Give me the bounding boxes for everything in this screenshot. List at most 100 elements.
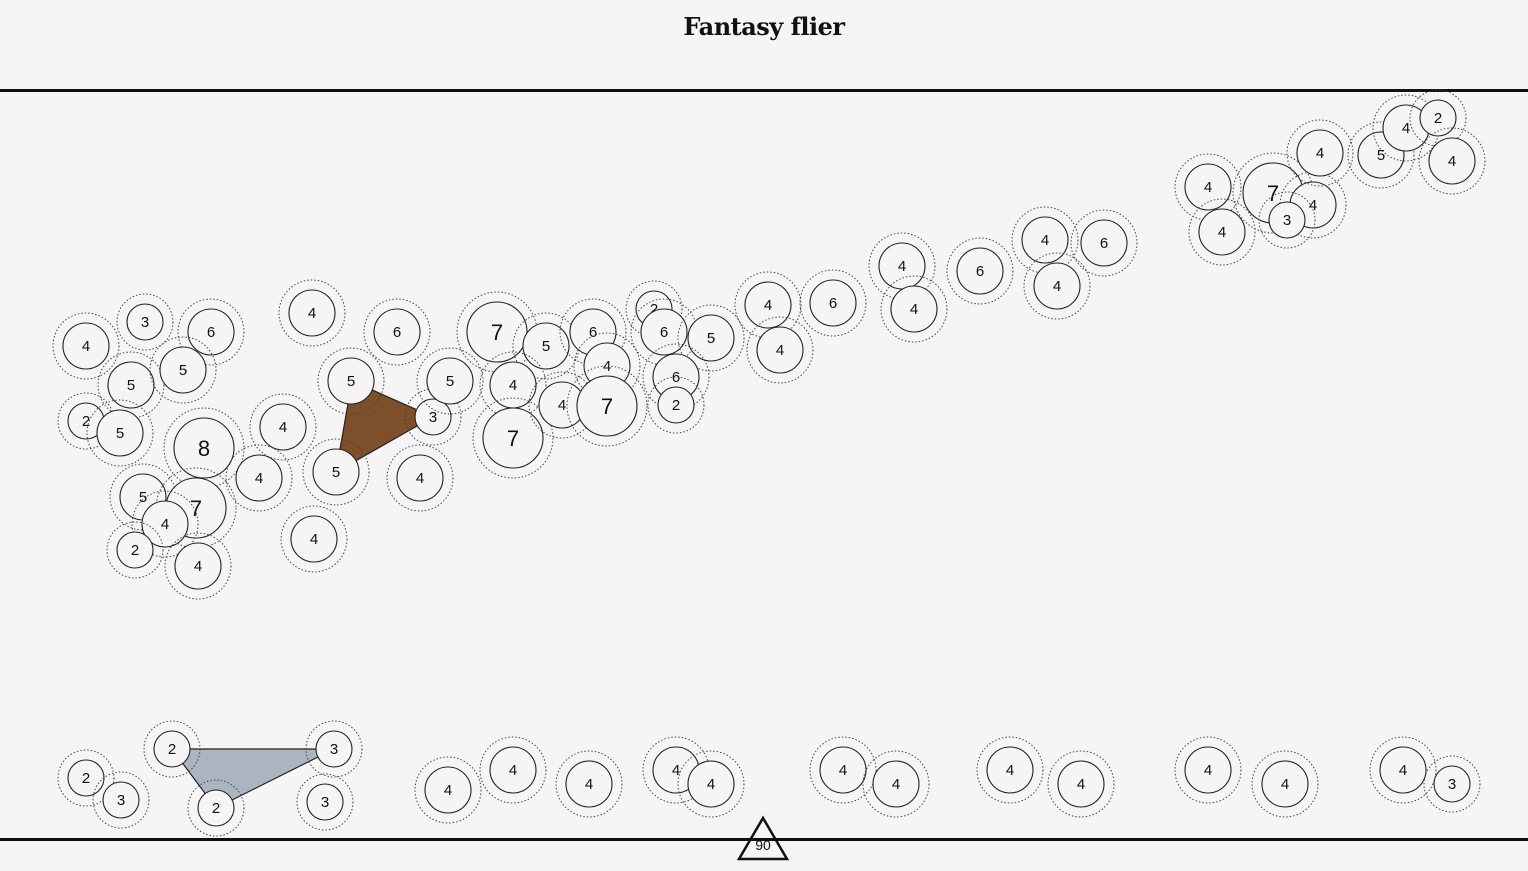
node-circle[interactable]: [1184, 163, 1232, 211]
node-9[interactable]: 4: [225, 444, 293, 512]
node-circle[interactable]: [396, 454, 444, 502]
node-44[interactable]: 4: [1023, 252, 1091, 320]
node-43[interactable]: 6: [1070, 209, 1138, 277]
node-circle[interactable]: [290, 515, 338, 563]
node-circle[interactable]: [1296, 129, 1344, 177]
node-60[interactable]: 3: [296, 773, 354, 831]
node-circle[interactable]: [872, 760, 920, 808]
node-70[interactable]: 4: [1174, 736, 1242, 804]
node-21[interactable]: 4: [280, 505, 348, 573]
node-26[interactable]: 7: [472, 397, 554, 479]
node-6[interactable]: 5: [86, 399, 154, 467]
node-19[interactable]: 5: [302, 438, 370, 506]
node-circle[interactable]: [1080, 219, 1128, 267]
node-circle[interactable]: [482, 407, 544, 469]
node-41[interactable]: 6: [946, 237, 1014, 305]
node-circle[interactable]: [173, 417, 235, 479]
node-56[interactable]: 3: [92, 771, 150, 829]
node-42[interactable]: 4: [1011, 206, 1079, 274]
node-38[interactable]: 6: [799, 269, 867, 337]
node-33[interactable]: 5: [677, 304, 745, 372]
node-8[interactable]: 4: [249, 393, 317, 461]
node-circle[interactable]: [426, 357, 474, 405]
node-circle[interactable]: [576, 375, 638, 437]
node-2[interactable]: 6: [177, 298, 245, 366]
node-circle[interactable]: [102, 781, 140, 819]
node-circle[interactable]: [414, 398, 452, 436]
node-39[interactable]: 4: [868, 232, 936, 300]
node-20[interactable]: 4: [386, 444, 454, 512]
node-36[interactable]: 4: [734, 271, 802, 339]
node-46[interactable]: 4: [1188, 198, 1256, 266]
node-circle[interactable]: [1379, 746, 1427, 794]
node-17[interactable]: 5: [317, 347, 385, 415]
node-circle[interactable]: [1021, 216, 1069, 264]
node-circle[interactable]: [687, 314, 735, 362]
node-circle[interactable]: [159, 346, 207, 394]
node-14[interactable]: 4: [164, 532, 232, 600]
node-30[interactable]: 7: [566, 365, 648, 447]
node-circle[interactable]: [1057, 760, 1105, 808]
node-69[interactable]: 4: [1047, 750, 1115, 818]
node-28[interactable]: 4: [573, 332, 641, 400]
node-circle[interactable]: [197, 789, 235, 827]
node-circle[interactable]: [687, 760, 735, 808]
node-circle[interactable]: [1428, 137, 1476, 185]
node-circle[interactable]: [424, 766, 472, 814]
node-circle[interactable]: [756, 326, 804, 374]
node-71[interactable]: 4: [1251, 750, 1319, 818]
node-circle[interactable]: [890, 285, 938, 333]
node-22[interactable]: 5: [416, 347, 484, 415]
node-circle[interactable]: [956, 247, 1004, 295]
node-23[interactable]: 7: [456, 291, 538, 373]
node-circle[interactable]: [153, 730, 191, 768]
node-62[interactable]: 4: [479, 736, 547, 804]
node-45[interactable]: 4: [1174, 153, 1242, 221]
node-circle[interactable]: [235, 454, 283, 502]
node-49[interactable]: 3: [1258, 191, 1316, 249]
node-16[interactable]: 6: [363, 298, 431, 366]
node-circle[interactable]: [489, 746, 537, 794]
node-circle[interactable]: [1033, 262, 1081, 310]
node-63[interactable]: 4: [555, 750, 623, 818]
node-circle[interactable]: [1184, 746, 1232, 794]
node-circle[interactable]: [259, 403, 307, 451]
node-72[interactable]: 4: [1369, 736, 1437, 804]
node-4[interactable]: 5: [149, 336, 217, 404]
node-circle[interactable]: [187, 308, 235, 356]
node-58[interactable]: 2: [187, 779, 245, 837]
node-35[interactable]: 2: [647, 376, 705, 434]
node-37[interactable]: 4: [746, 316, 814, 384]
node-68[interactable]: 4: [976, 736, 1044, 804]
node-circle[interactable]: [657, 386, 695, 424]
node-circle[interactable]: [174, 542, 222, 590]
node-circle[interactable]: [126, 303, 164, 341]
node-1[interactable]: 3: [116, 293, 174, 351]
node-50[interactable]: 4: [1286, 119, 1354, 187]
node-0[interactable]: 4: [52, 312, 120, 380]
node-54[interactable]: 4: [1418, 127, 1486, 195]
node-circle[interactable]: [96, 409, 144, 457]
node-53[interactable]: 2: [1409, 89, 1467, 147]
node-circle[interactable]: [640, 308, 688, 356]
node-circle[interactable]: [819, 746, 867, 794]
node-circle[interactable]: [565, 760, 613, 808]
node-circle[interactable]: [1261, 760, 1309, 808]
node-59[interactable]: 3: [305, 720, 363, 778]
node-34[interactable]: 6: [642, 343, 710, 411]
node-circle[interactable]: [141, 500, 189, 548]
node-66[interactable]: 4: [809, 736, 877, 804]
node-circle[interactable]: [1419, 99, 1457, 137]
node-circle[interactable]: [327, 357, 375, 405]
node-67[interactable]: 4: [862, 750, 930, 818]
node-73[interactable]: 3: [1423, 755, 1481, 813]
node-circle[interactable]: [288, 289, 336, 337]
node-15[interactable]: 4: [278, 279, 346, 347]
node-13[interactable]: 2: [106, 521, 164, 579]
node-circle[interactable]: [1268, 201, 1306, 239]
node-circle[interactable]: [62, 322, 110, 370]
node-61[interactable]: 4: [414, 756, 482, 824]
node-7[interactable]: 8: [163, 407, 245, 489]
node-circle[interactable]: [312, 448, 360, 496]
